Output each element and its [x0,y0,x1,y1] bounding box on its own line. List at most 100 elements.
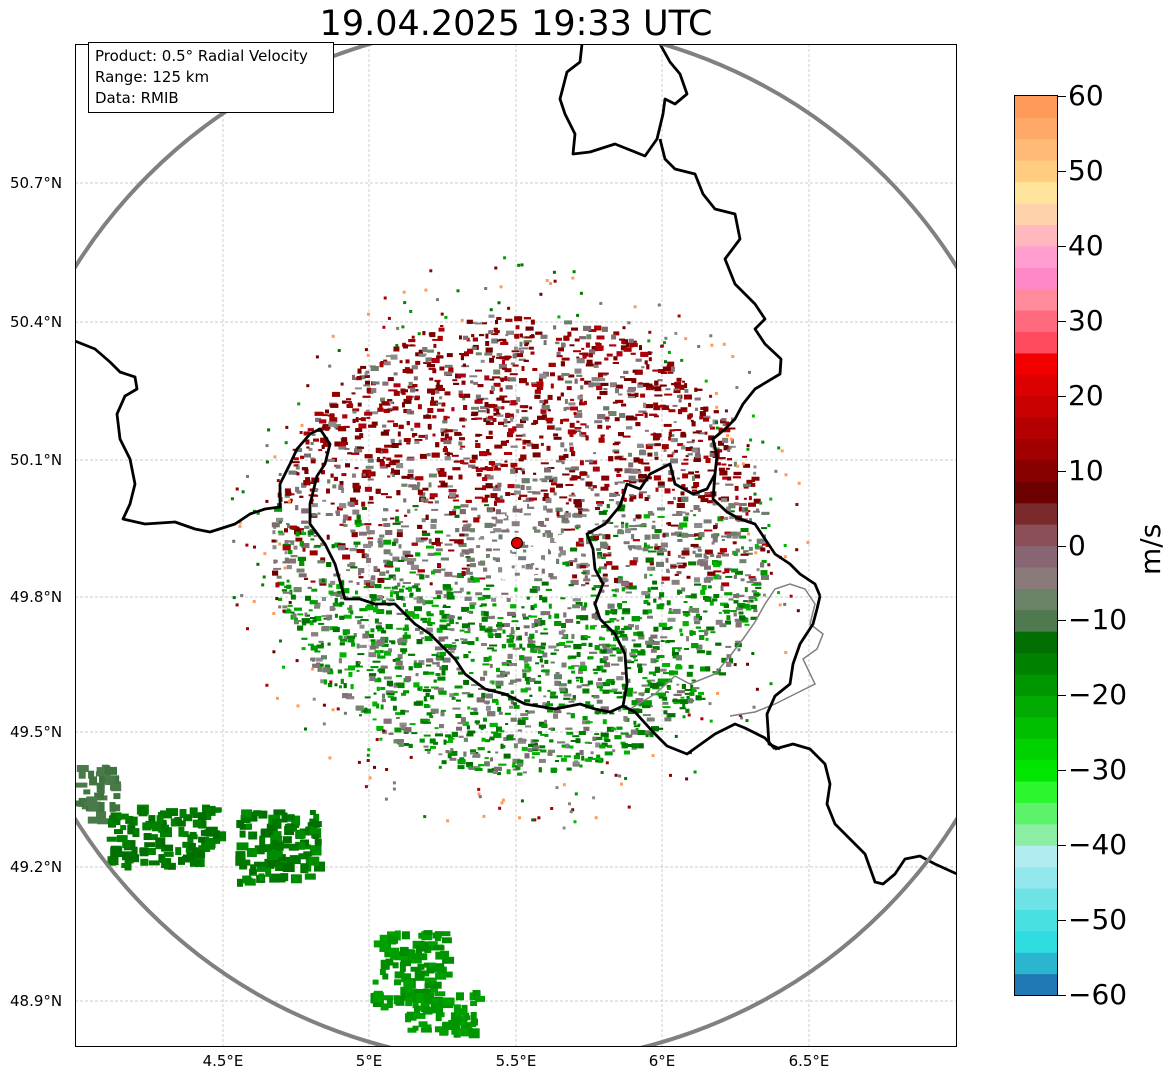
radar-echo-cell [310,457,315,460]
radar-echo-cell [662,701,669,705]
radar-echo-cell [522,613,526,617]
radar-echo-cell [496,397,505,401]
radar-echo-cell [481,616,488,622]
radar-echo-cell [399,637,408,643]
radar-echo-cell [424,748,431,751]
radar-echo-cell [290,493,295,496]
radar-echo-cell [451,454,459,457]
radar-echo-cell [369,388,377,393]
radar-echo-cell [690,509,693,512]
radar-echo-cell [442,448,448,453]
radar-echo-cell [684,394,692,400]
radar-echo-cell [614,491,619,494]
radar-echo-cell [660,640,665,643]
radar-echo-cell [493,407,498,412]
radar-echo-cell [495,680,504,686]
radar-echo-cell [694,621,701,625]
radar-echo-cell [461,571,466,576]
radar-echo-cell [498,534,503,540]
radar-echo-cell [518,739,527,742]
radar-echo-cell [746,581,754,584]
radar-echo-cell [435,673,441,676]
radar-echo-cell [426,664,432,667]
radar-echo-cell [510,550,515,554]
radar-echo-cell [485,422,494,425]
radar-echo-cell [573,755,580,760]
radar-echo-cell [525,710,529,713]
radar-echo-cell [579,336,586,340]
radar-echo-cell [666,364,671,367]
radar-echo-cell [512,647,520,650]
radar-echo-cell [748,599,754,603]
radar-echo-cell [284,488,291,493]
radar-echo-cell [621,612,630,615]
radar-echo-cell [574,760,578,765]
radar-echo-cell [638,667,642,673]
radar-echo-cell [384,564,390,567]
radar-echo-cell [501,730,505,733]
radar-echo-cell [304,525,310,529]
radar-echo-cell [718,440,724,446]
radar-echo-cell [508,643,516,648]
radar-echo-cell [431,604,439,607]
radar-echo-cell [492,376,501,379]
radar-echo-cell [556,511,560,517]
radar-echo-cell [667,713,676,718]
radar-echo-cell [440,482,448,488]
radar-echo-cell [383,676,392,680]
radar-echo-cell [402,582,411,584]
radar-echo-cell [405,618,411,621]
radar-echo-cell [700,561,708,567]
radar-echo-cell [508,526,516,530]
radar-echo-cell [429,582,433,586]
radar-echo-cell [484,757,489,759]
radar-echo-cell [466,525,471,528]
radar-echo-cell [596,501,604,505]
radar-echo-cell [414,606,422,612]
radar-echo-cell [662,696,668,701]
radar-echo-cell [588,459,593,463]
radar-echo-cell [604,662,611,668]
radar-echo-cell [462,623,470,629]
radar-echo-cell [734,531,741,537]
radar-echo-cell [436,402,441,405]
radar-echo-cell [733,550,738,556]
radar-echo-cell [523,549,527,553]
radar-echo-cell [357,402,362,407]
radar-echo-cell [747,510,751,513]
radar-echo-cell [359,433,364,439]
radar-echo-cell [473,381,479,385]
radar-echo-cell [427,423,432,429]
radar-echo-cell [367,501,374,504]
radar-echo-cell [423,362,432,364]
radar-echo-cell [477,514,481,519]
radar-echo-cell [321,597,326,601]
radar-echo-cell [673,449,678,453]
radar-echo-cell [429,377,434,381]
radar-echo-cell [599,687,603,692]
radar-echo-cell [365,630,370,636]
radar-echo-cell [390,696,397,701]
radar-echo-cell [535,567,539,570]
radar-echo-cell [693,457,701,462]
radar-echo-cell [696,650,705,654]
radar-echo-cell [467,706,471,710]
radar-echo-cell [377,655,386,659]
radar-echo-cell [666,600,671,606]
radar-echo-cell [567,679,572,684]
radar-echo-cell [484,375,490,381]
radar-echo-cell [515,353,524,358]
radar-echo-cell [628,710,635,714]
radar-echo-cell [541,555,545,561]
radar-echo-cell [403,727,412,733]
radar-echo-cell [342,437,347,441]
radar-echo-cell [529,335,535,339]
radar-echo-cell [550,372,555,377]
radar-echo-cell [728,464,733,467]
radar-echo-cell [282,561,290,564]
radar-echo-cell [488,314,495,318]
radar-echo-cell [468,548,474,554]
radar-echo-cell [459,757,465,761]
radar-echo-cell [553,433,559,437]
radar-echo-cell [532,478,538,482]
